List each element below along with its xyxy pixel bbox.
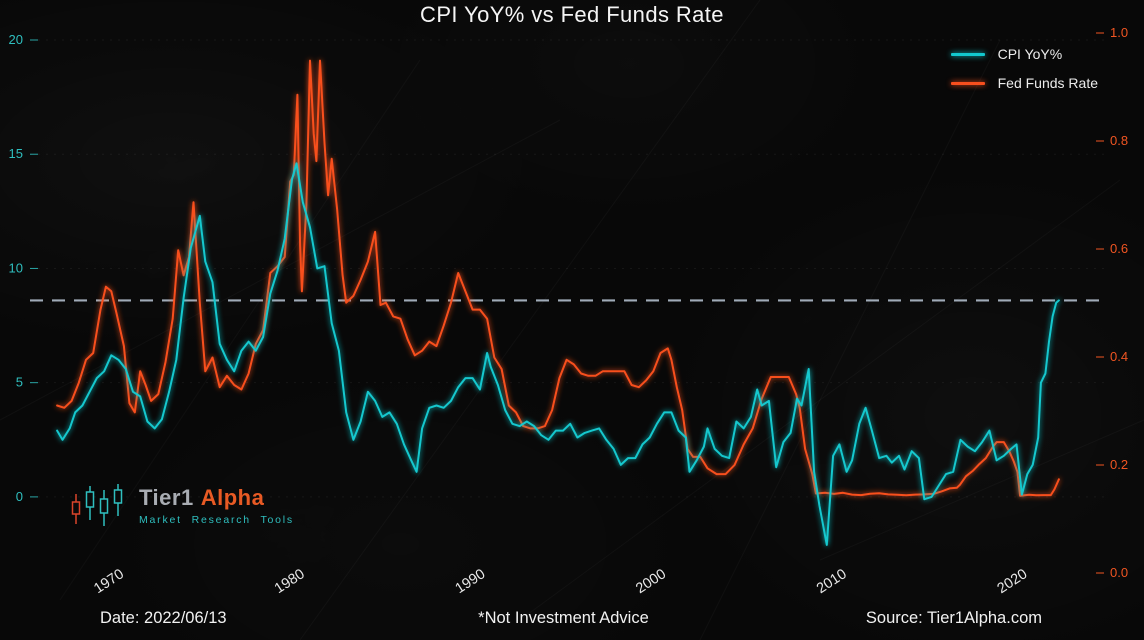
legend: CPI YoY% Fed Funds Rate bbox=[950, 46, 1098, 91]
footer-bar: Date: 2022/06/13 *Not Investment Advice … bbox=[0, 609, 1144, 631]
fed-funds-rate-line bbox=[56, 59, 1060, 497]
logo-text: Tier1 Alpha Market Research Tools bbox=[139, 485, 294, 526]
source-label: Source: Tier1Alpha.com bbox=[865, 609, 1042, 627]
tier1-alpha-logo: Tier1 Alpha Market Research Tools bbox=[70, 482, 294, 530]
left-axis-tick-label: 0 bbox=[16, 489, 23, 504]
x-axis-tick-label: 1990 bbox=[453, 566, 489, 597]
x-axis-tick-label: 2020 bbox=[995, 566, 1031, 597]
logo-subtitle: Market Research Tools bbox=[139, 513, 294, 526]
legend-item-cpi: CPI YoY% bbox=[950, 46, 1098, 62]
right-axis-tick-label: 0.2 bbox=[1110, 457, 1128, 472]
right-axis-tick-label: 0.8 bbox=[1110, 133, 1128, 148]
legend-item-fed-funds: Fed Funds Rate bbox=[950, 75, 1098, 91]
right-axis-tick-label: 0.0 bbox=[1110, 565, 1128, 580]
left-axis-tick-label: 10 bbox=[9, 260, 23, 275]
logo-tier1: Tier1 bbox=[139, 485, 194, 511]
date-label: Date: 2022/06/13 bbox=[100, 609, 227, 627]
left-axis-tick-label: 15 bbox=[9, 146, 23, 161]
left-axis-tick-label: 20 bbox=[9, 32, 23, 47]
x-axis-tick-label: 1970 bbox=[91, 566, 127, 597]
left-axis-tick-label: 5 bbox=[16, 375, 23, 390]
x-axis-tick-label: 1980 bbox=[272, 566, 308, 597]
legend-label-cpi: CPI YoY% bbox=[997, 46, 1063, 62]
right-axis-tick-label: 0.6 bbox=[1110, 241, 1128, 256]
right-axis-tick-label: 0.4 bbox=[1110, 349, 1128, 364]
fed-funds-line-swatch bbox=[950, 81, 985, 85]
disclaimer-label: *Not Investment Advice bbox=[478, 609, 649, 627]
cpi-line-swatch bbox=[950, 52, 985, 56]
cpi-yoy--line bbox=[56, 162, 1060, 546]
logo-alpha: Alpha bbox=[200, 485, 265, 511]
candlestick-icon bbox=[71, 484, 123, 526]
x-axis-tick-label: 2000 bbox=[633, 566, 669, 597]
legend-label-fed-funds: Fed Funds Rate bbox=[997, 75, 1098, 91]
x-axis-tick-label: 2010 bbox=[814, 566, 850, 597]
right-axis-tick-label: 1.0 bbox=[1110, 25, 1128, 40]
chart-title: CPI YoY% vs Fed Funds Rate bbox=[420, 2, 724, 27]
